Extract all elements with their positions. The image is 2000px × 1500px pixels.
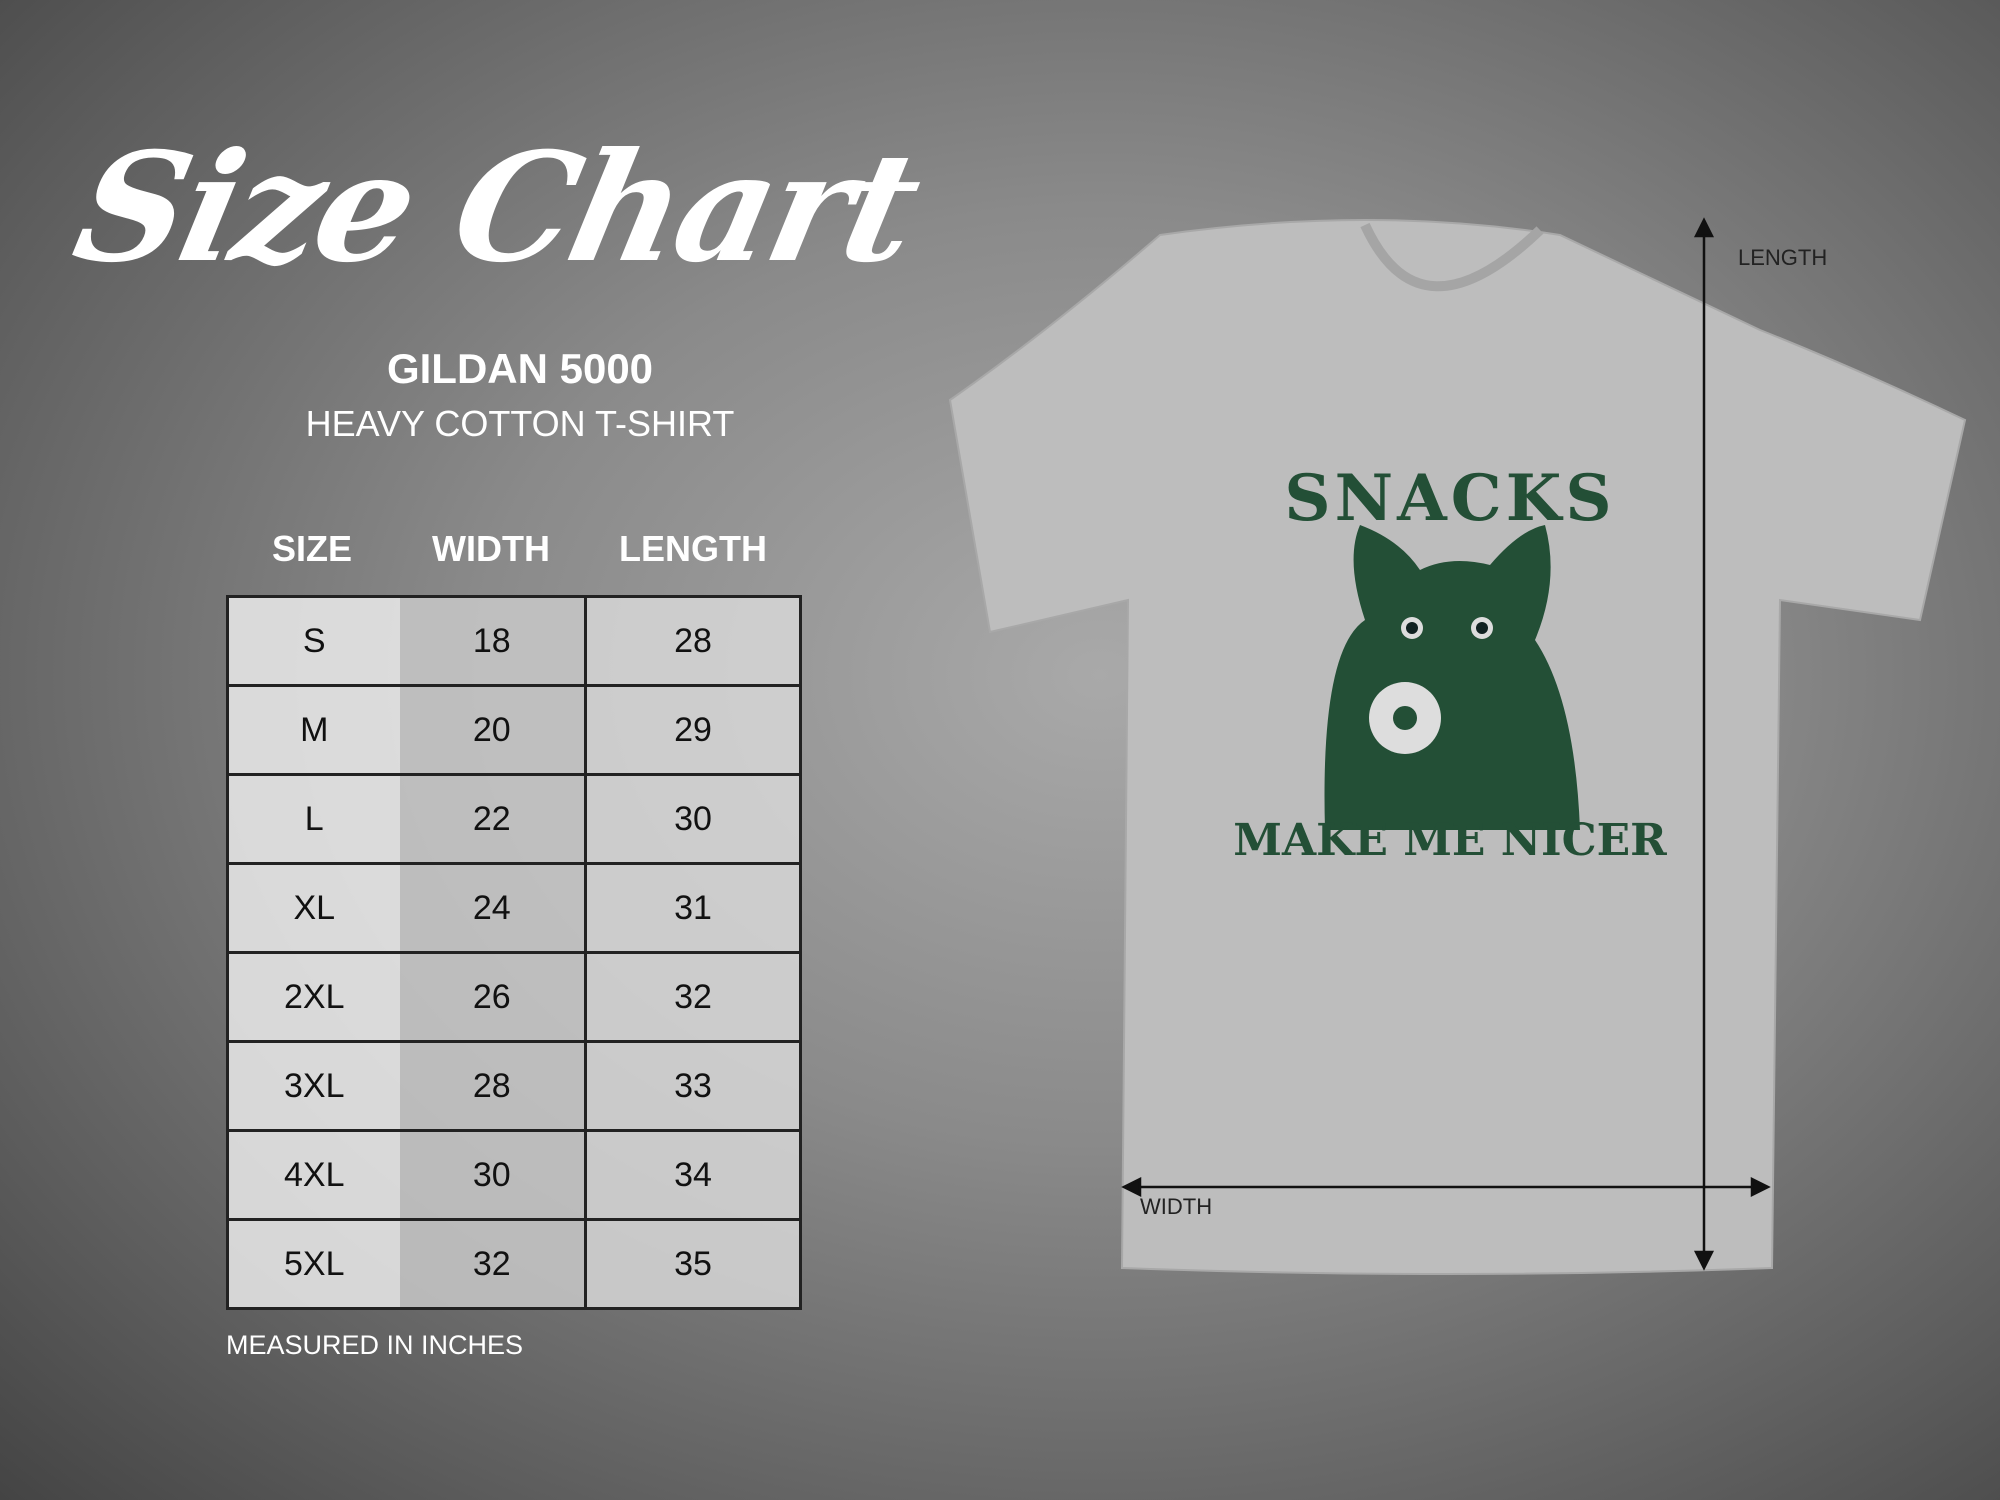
width-cell: 32 (399, 1218, 587, 1310)
length-cell: 30 (584, 773, 802, 865)
length-cell: 32 (584, 951, 802, 1043)
width-cell: 26 (399, 951, 587, 1043)
size-cell: 3XL (226, 1040, 400, 1132)
width-cell: 24 (399, 862, 587, 954)
width-cell: 22 (399, 773, 587, 865)
width-cell: 30 (399, 1129, 587, 1221)
length-label: LENGTH (1738, 245, 1827, 270)
length-cell: 34 (584, 1129, 802, 1221)
length-cell: 33 (584, 1040, 802, 1132)
length-cell: 29 (584, 684, 802, 776)
table-row: XL 24 31 (226, 862, 802, 954)
table-row: M 20 29 (226, 684, 802, 776)
size-cell: XL (226, 862, 400, 954)
table-row: L 22 30 (226, 773, 802, 865)
width-label: WIDTH (1140, 1194, 1212, 1219)
size-table: S 18 28 M 20 29 L 22 30 XL 24 31 2XL 26 32 3XL 28 33 4XL 30… (226, 595, 802, 1310)
table-row: 4XL 30 34 (226, 1129, 802, 1221)
brand-name: GILDAN 5000 (386, 345, 654, 392)
table-row: 3XL 28 33 (226, 1040, 802, 1132)
size-cell: S (226, 595, 400, 687)
table-row: 2XL 26 32 (226, 951, 802, 1043)
length-cell: 35 (584, 1218, 802, 1310)
print-bottom-text: MAKE ME NICER (1233, 815, 1667, 866)
size-cell: 4XL (226, 1129, 400, 1221)
table-row: S 18 28 (226, 595, 802, 687)
length-arrow (1693, 217, 1715, 1271)
width-arrow (1121, 1176, 1771, 1198)
product-model: HEAVY COTTON T-SHIRT (305, 403, 735, 444)
header-length: LENGTH (619, 528, 767, 569)
measurement-note: MEASURED IN INCHES (226, 1330, 524, 1360)
width-cell: 18 (399, 595, 587, 687)
header-size: SIZE (271, 528, 352, 569)
tshirt-collar (1360, 222, 1544, 292)
width-cell: 28 (399, 1040, 587, 1132)
size-cell: L (226, 773, 400, 865)
size-cell: 5XL (226, 1218, 400, 1310)
table-row: 5XL 32 35 (226, 1218, 802, 1310)
size-cell: 2XL (226, 951, 400, 1043)
print-top-text: SNACKS (1284, 461, 1615, 536)
dog-graphic (1324, 525, 1580, 830)
width-cell: 20 (399, 684, 587, 776)
length-cell: 28 (584, 595, 802, 687)
length-cell: 31 (584, 862, 802, 954)
header-width: WIDTH (432, 528, 550, 569)
size-cell: M (226, 684, 400, 776)
